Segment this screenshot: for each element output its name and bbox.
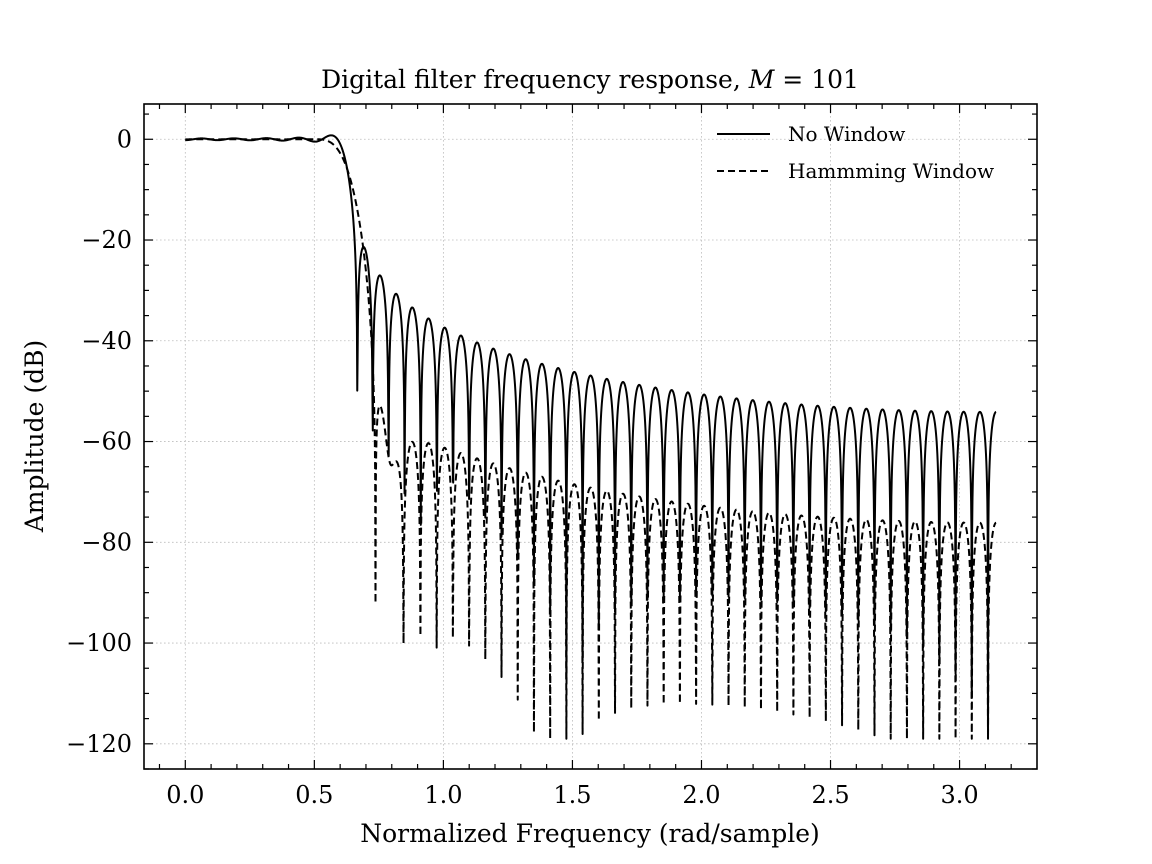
- plot-series: [184, 134, 997, 740]
- x-tick-label: 2.0: [682, 781, 720, 809]
- legend-label-no-window: No Window: [788, 122, 905, 146]
- y-axis-label: Amplitude (dB): [20, 340, 49, 534]
- y-tick-label: −120: [66, 730, 132, 758]
- x-axis-label: Normalized Frequency (rad/sample): [360, 819, 820, 848]
- x-tick-label: 1.0: [424, 781, 462, 809]
- tick-labels: 0.0 0.5 1.0 1.5 2.0 2.5 3.0 0 −20 −40 −60 −80 −100 −1…: [66, 125, 979, 809]
- y-tick-label: −20: [81, 226, 132, 254]
- series-line-hamming-window: [184, 138, 997, 740]
- y-tick-label: −80: [81, 528, 132, 556]
- y-tick-label: −100: [66, 629, 132, 657]
- y-tick-label: 0: [117, 125, 132, 153]
- x-tick-label: 2.5: [811, 781, 849, 809]
- x-tick-label: 0.0: [166, 781, 204, 809]
- legend: No Window Hammming Window: [717, 122, 994, 183]
- legend-label-hamming: Hammming Window: [788, 159, 994, 183]
- x-tick-label: 3.0: [940, 781, 978, 809]
- axis-ticks: [144, 104, 1037, 770]
- y-tick-label: −60: [81, 428, 132, 456]
- x-tick-label: 1.5: [553, 781, 591, 809]
- axes-frame: [143, 103, 1038, 770]
- y-tick-label: −40: [81, 327, 132, 355]
- chart-title: Digital filter frequency response, M = 1…: [321, 65, 859, 94]
- x-tick-label: 0.5: [295, 781, 333, 809]
